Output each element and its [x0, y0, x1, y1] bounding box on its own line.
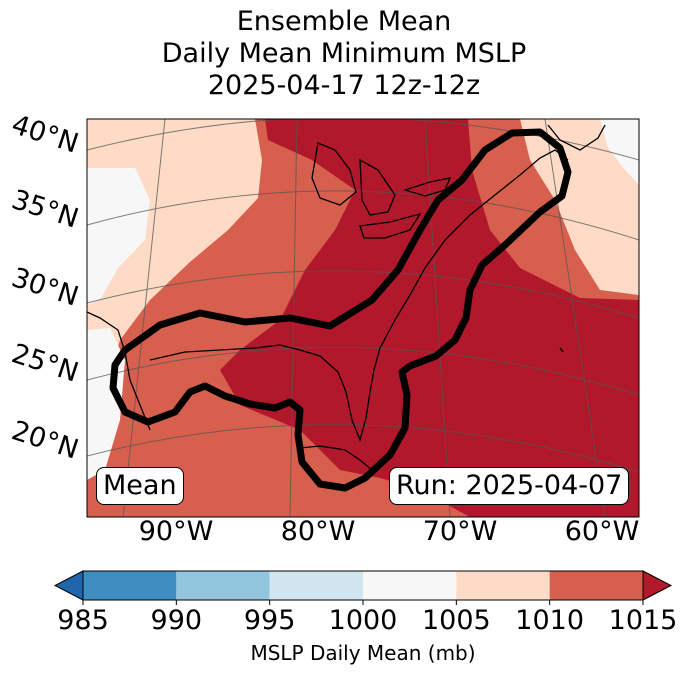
- lat-label-35: 35°N: [8, 184, 82, 235]
- field-above-1015: [220, 119, 639, 517]
- chart-title-line-3: 2025-04-17 12z-12z: [207, 70, 481, 101]
- field-1005-1010-east: [520, 119, 639, 295]
- colorbar-bin-5: [549, 571, 643, 600]
- lat-label-25: 25°N: [8, 338, 82, 389]
- lat-label-20: 20°N: [8, 415, 82, 466]
- lon-label-80: 80°W: [281, 516, 356, 547]
- colorbar-bin-4: [456, 571, 550, 600]
- colorbar-bin-1: [176, 571, 270, 600]
- colorbar-under-arrow: [53, 570, 84, 601]
- mean-label: Mean: [96, 467, 184, 505]
- lon-label-60: 60°W: [565, 516, 640, 547]
- map-frame: [86, 118, 640, 518]
- colorbar-bin-0: [83, 571, 177, 600]
- colorbar-bin-2: [269, 571, 363, 600]
- chart-title-line-1: Ensemble Mean: [236, 6, 452, 37]
- contour-outline: [109, 128, 572, 492]
- colorbar-tick-label: 1005: [421, 605, 491, 636]
- field-1000-1005-northeast: [600, 119, 639, 185]
- field-1000-1005-northwest: [87, 168, 150, 305]
- lon-label-70: 70°W: [423, 516, 498, 547]
- colorbar-tick-label: 990: [150, 605, 203, 636]
- run-label: Run: 2025-04-07: [389, 467, 630, 505]
- lat-label-40: 40°N: [8, 109, 82, 160]
- colorbar: [53, 570, 673, 605]
- colorbar-bin-3: [363, 571, 457, 600]
- colorbar-tick-label: 1015: [608, 605, 678, 636]
- colorbar-tick-label: 995: [243, 605, 296, 636]
- chart-title-line-2: Daily Mean Minimum MSLP: [161, 38, 527, 69]
- colorbar-tick-label: 1010: [515, 605, 585, 636]
- lat-label-30: 30°N: [8, 262, 82, 313]
- lon-label-90: 90°W: [139, 516, 214, 547]
- colorbar-over-arrow: [642, 570, 673, 601]
- map-area: [87, 119, 639, 517]
- colorbar-tick-label: 985: [57, 605, 109, 636]
- colorbar-tick-label: 1000: [328, 605, 398, 636]
- colorbar-label: MSLP Daily Mean (mb): [250, 641, 476, 665]
